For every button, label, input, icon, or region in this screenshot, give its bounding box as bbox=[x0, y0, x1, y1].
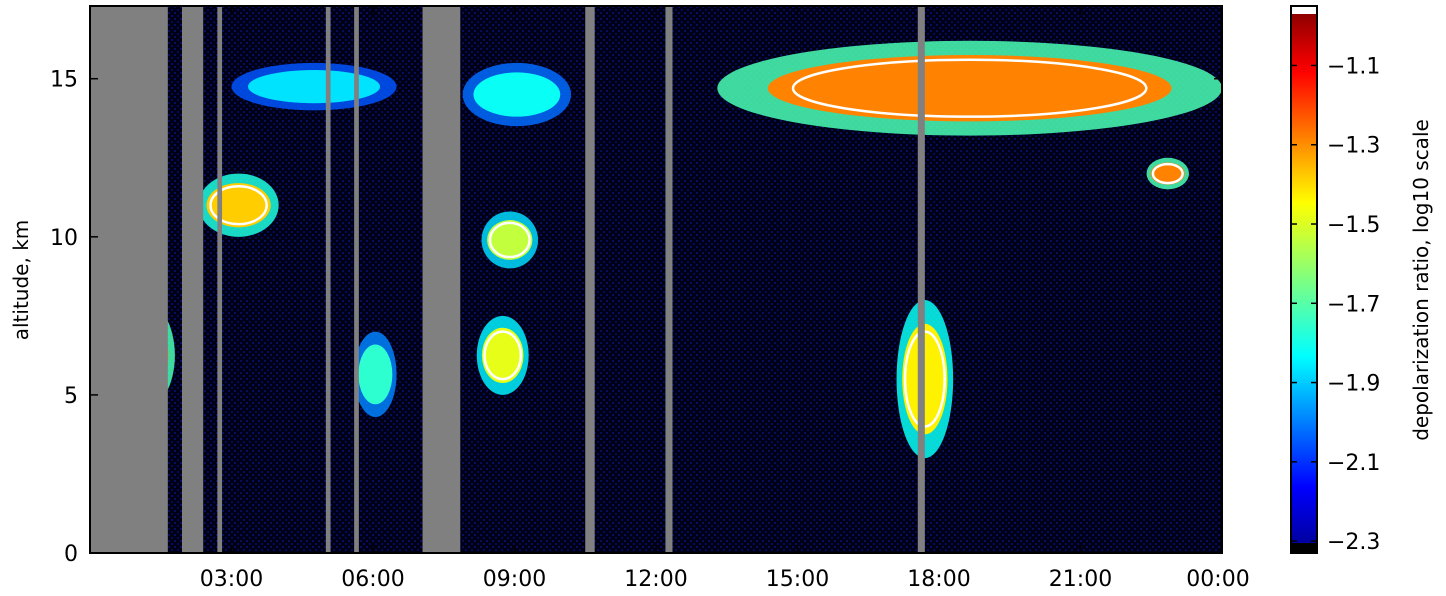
x-tick-label: 00:00 bbox=[1186, 567, 1249, 592]
colorbar-tick-label: −1.9 bbox=[1327, 372, 1380, 397]
colorbar-gradient bbox=[1291, 6, 1317, 553]
cloud-core-7 bbox=[481, 327, 524, 384]
colorbar-label: depolarization ratio, log10 scale bbox=[1409, 119, 1433, 441]
y-tick-label: 0 bbox=[64, 542, 78, 567]
y-axis-label: altitude, km bbox=[9, 220, 33, 341]
y-tick-label: 15 bbox=[50, 68, 78, 93]
cloud-contour-9 bbox=[1151, 162, 1184, 185]
missing-data-column-6 bbox=[585, 6, 595, 553]
x-tick-label: 09:00 bbox=[483, 567, 546, 592]
cloud-core-1 bbox=[473, 72, 561, 117]
y-tick-label: 10 bbox=[50, 226, 78, 251]
missing-data-column-4 bbox=[354, 6, 359, 553]
x-tick-label: 15:00 bbox=[766, 567, 829, 592]
cloud-core-2 bbox=[767, 55, 1172, 122]
x-tick-label: 03:00 bbox=[200, 567, 263, 592]
x-tick-label: 18:00 bbox=[907, 567, 970, 592]
cloud-core-3 bbox=[206, 183, 271, 228]
colorbar-tick-label: −1.3 bbox=[1327, 134, 1380, 159]
cloud-contour-3 bbox=[209, 184, 268, 226]
cloud-core-4 bbox=[487, 220, 533, 260]
cloud-contour-7 bbox=[483, 330, 523, 381]
missing-data-column-1 bbox=[181, 6, 204, 553]
cloud-core-0 bbox=[248, 70, 381, 104]
x-tick-label: 12:00 bbox=[624, 567, 687, 592]
plot-area: 03:00 06:00 09:00 12:00 15:00 18:00 21:00 00:00… bbox=[9, 5, 1250, 592]
x-tick-label: 06:00 bbox=[341, 567, 404, 592]
colorbar-tick-label: −1.5 bbox=[1327, 213, 1380, 238]
colorbar-ticks: −1.1 −1.3 −1.5 −1.7 −1.9 −2.1 −2.3 bbox=[1291, 54, 1380, 555]
missing-data-columns bbox=[90, 6, 925, 553]
missing-data-column-8 bbox=[917, 6, 925, 553]
colorbar-tick-label: −2.3 bbox=[1327, 530, 1380, 555]
colorbar-tick-label: −1.1 bbox=[1327, 54, 1380, 79]
y-axis: 0 5 10 15 bbox=[50, 68, 1222, 567]
missing-data-column-2 bbox=[217, 6, 223, 553]
colorbar-tick-label: −1.7 bbox=[1327, 292, 1380, 317]
missing-data-column-7 bbox=[665, 6, 673, 553]
cloud-core-9 bbox=[1150, 162, 1185, 185]
colorbar-top-cap bbox=[1291, 6, 1317, 14]
cloud-features bbox=[108, 40, 1222, 459]
cloud-contour-4 bbox=[488, 221, 531, 259]
cloud-contour-2 bbox=[791, 58, 1148, 118]
missing-data-column-3 bbox=[325, 6, 331, 553]
colorbar-tick-label: −2.1 bbox=[1327, 451, 1380, 476]
colorbar: −1.1 −1.3 −1.5 −1.7 −1.9 −2.1 −2.3 depolarizat… bbox=[1290, 5, 1433, 555]
x-axis: 03:00 06:00 09:00 12:00 15:00 18:00 21:00 00:00 bbox=[200, 6, 1250, 592]
cloud-core-6 bbox=[358, 344, 393, 405]
colorbar-bottom-cap bbox=[1291, 543, 1317, 553]
x-tick-label: 21:00 bbox=[1049, 567, 1112, 592]
missing-data-column-0 bbox=[90, 6, 168, 553]
y-tick-label: 5 bbox=[64, 384, 78, 409]
colorbar-frame bbox=[1290, 5, 1318, 554]
missing-data-column-5 bbox=[422, 6, 461, 553]
